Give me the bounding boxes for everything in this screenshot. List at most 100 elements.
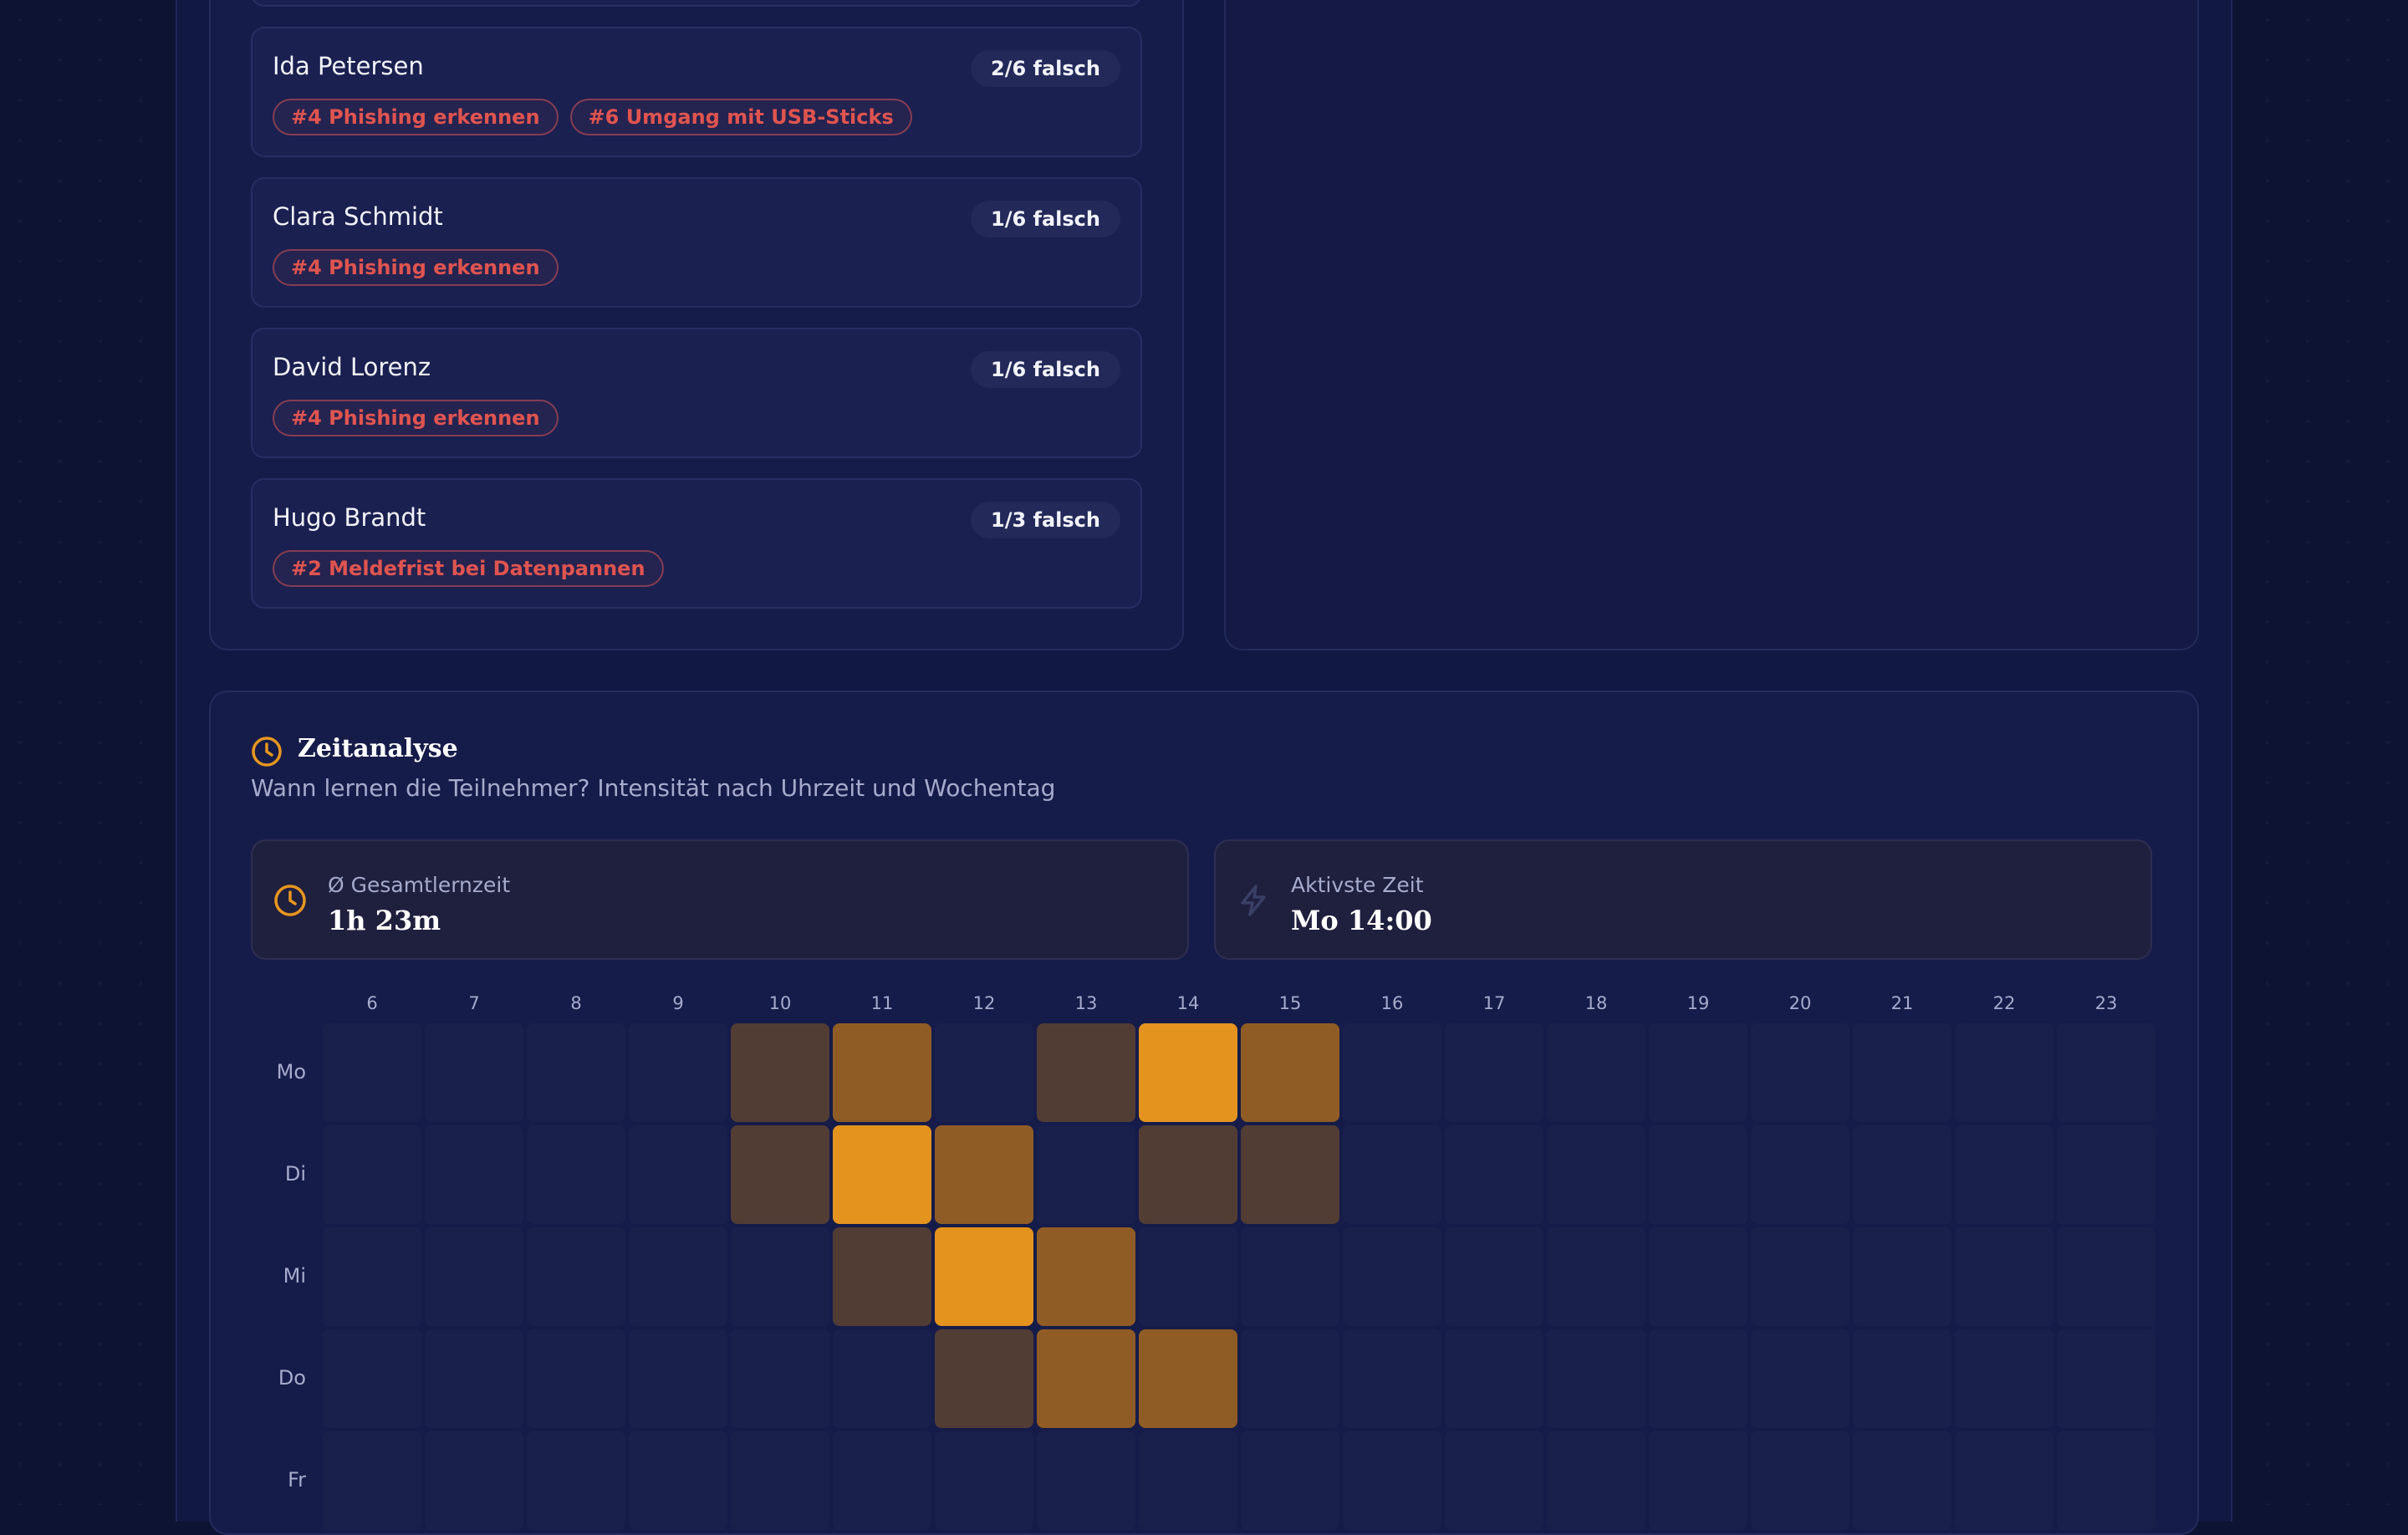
heatmap-cell[interactable] (1037, 1431, 1135, 1530)
heatmap-cell[interactable] (1547, 1431, 1645, 1530)
heatmap-cell[interactable] (1751, 1125, 1849, 1224)
heatmap-cell[interactable] (1751, 1023, 1849, 1122)
heatmap-cell[interactable] (1649, 1125, 1747, 1224)
heatmap-cell[interactable] (1547, 1023, 1645, 1122)
question-tag: #2 Meldefrist bei Datenpannen (273, 550, 664, 587)
clock-icon (274, 885, 306, 916)
heatmap-cell[interactable] (1853, 1431, 1951, 1530)
heatmap-cell[interactable] (1037, 1023, 1135, 1122)
heatmap-cell[interactable] (1241, 1329, 1339, 1428)
heatmap-cell[interactable] (425, 1227, 523, 1326)
heatmap-cell[interactable] (833, 1329, 931, 1428)
heatmap-cell[interactable] (1343, 1431, 1441, 1530)
heatmap-cell[interactable] (629, 1329, 727, 1428)
heatmap-cell[interactable] (1853, 1329, 1951, 1428)
heatmap-cell[interactable] (1547, 1125, 1645, 1224)
hour-label: 7 (468, 993, 480, 1013)
heatmap-cell[interactable] (1343, 1125, 1441, 1224)
heatmap-cell[interactable] (1649, 1227, 1747, 1326)
heatmap-cell[interactable] (1139, 1023, 1237, 1122)
heatmap-cell[interactable] (1445, 1227, 1543, 1326)
heatmap-cell[interactable] (1037, 1125, 1135, 1224)
question-tag: #4 Phishing erkennen (273, 249, 559, 286)
heatmap-cell[interactable] (1955, 1023, 2053, 1122)
heatmap-cell[interactable] (527, 1227, 625, 1326)
heatmap-cell[interactable] (323, 1329, 421, 1428)
heatmap-cell[interactable] (1445, 1125, 1543, 1224)
heatmap-cell[interactable] (1649, 1329, 1747, 1428)
heatmap-cell[interactable] (527, 1125, 625, 1224)
heatmap-cell[interactable] (2057, 1227, 2155, 1326)
heatmap-cell[interactable] (323, 1227, 421, 1326)
heatmap-cell[interactable] (1751, 1329, 1849, 1428)
heatmap-cell[interactable] (1853, 1125, 1951, 1224)
heatmap-cell[interactable] (1547, 1329, 1645, 1428)
heatmap-cell[interactable] (731, 1125, 829, 1224)
heatmap-cell[interactable] (833, 1227, 931, 1326)
heatmap-cell[interactable] (425, 1329, 523, 1428)
question-tag: #4 Phishing erkennen (273, 400, 559, 436)
heatmap-cell[interactable] (1445, 1329, 1543, 1428)
heatmap-cell[interactable] (731, 1227, 829, 1326)
heatmap-cell[interactable] (2057, 1431, 2155, 1530)
heatmap-cell[interactable] (323, 1431, 421, 1530)
heatmap-cell[interactable] (731, 1023, 829, 1122)
heatmap-cell[interactable] (1139, 1329, 1237, 1428)
heatmap-cell[interactable] (1241, 1125, 1339, 1224)
heatmap-cell[interactable] (1343, 1329, 1441, 1428)
hour-label: 10 (768, 993, 792, 1013)
heatmap-cell[interactable] (1241, 1023, 1339, 1122)
heatmap-cell[interactable] (629, 1431, 727, 1530)
heatmap-cell[interactable] (1751, 1227, 1849, 1326)
heatmap-cell[interactable] (1751, 1431, 1849, 1530)
heatmap-cell[interactable] (629, 1023, 727, 1122)
heatmap-cell[interactable] (1649, 1431, 1747, 1530)
heatmap-cell[interactable] (1241, 1227, 1339, 1326)
heatmap-cell[interactable] (527, 1431, 625, 1530)
heatmap-cell[interactable] (935, 1227, 1033, 1326)
heatmap-cell[interactable] (1139, 1431, 1237, 1530)
heatmap-cell[interactable] (1853, 1227, 1951, 1326)
heatmap-cell[interactable] (935, 1431, 1033, 1530)
heatmap-cell[interactable] (1547, 1227, 1645, 1326)
participant-name: Ida Petersen (273, 52, 424, 80)
hour-label: 14 (1176, 993, 1200, 1013)
heatmap-cell[interactable] (629, 1125, 727, 1224)
heatmap-cell[interactable] (1037, 1227, 1135, 1326)
heatmap-cell[interactable] (2057, 1329, 2155, 1428)
heatmap-cell[interactable] (833, 1431, 931, 1530)
heatmap-cell[interactable] (1037, 1329, 1135, 1428)
participant-card: Hugo Brandt 1/3 falsch #2 Meldefrist bei D… (251, 478, 1142, 609)
heatmap-cell[interactable] (1955, 1431, 2053, 1530)
heatmap-cell[interactable] (2057, 1023, 2155, 1122)
heatmap-cell[interactable] (1649, 1023, 1747, 1122)
heatmap-cell[interactable] (1853, 1023, 1951, 1122)
heatmap-cell[interactable] (833, 1125, 931, 1224)
heatmap-cell[interactable] (2057, 1125, 2155, 1224)
heatmap-cell[interactable] (1343, 1023, 1441, 1122)
heatmap-cell[interactable] (425, 1125, 523, 1224)
heatmap-cell[interactable] (833, 1023, 931, 1122)
heatmap-cell[interactable] (1241, 1431, 1339, 1530)
heatmap-cell[interactable] (425, 1431, 523, 1530)
heatmap-cell[interactable] (425, 1023, 523, 1122)
heatmap-cell[interactable] (527, 1329, 625, 1428)
heatmap-cell[interactable] (1445, 1023, 1543, 1122)
heatmap-cell[interactable] (527, 1023, 625, 1122)
heatmap-cell[interactable] (323, 1125, 421, 1224)
heatmap-cell[interactable] (323, 1023, 421, 1122)
heatmap-cell[interactable] (1139, 1227, 1237, 1326)
heatmap-cell[interactable] (1955, 1329, 2053, 1428)
day-label: Mo (276, 1060, 306, 1084)
heatmap-cell[interactable] (935, 1329, 1033, 1428)
heatmap-cell[interactable] (1955, 1125, 2053, 1224)
heatmap-cell[interactable] (731, 1329, 829, 1428)
heatmap-cell[interactable] (1139, 1125, 1237, 1224)
heatmap-cell[interactable] (1343, 1227, 1441, 1326)
heatmap-cell[interactable] (629, 1227, 727, 1326)
heatmap-cell[interactable] (731, 1431, 829, 1530)
heatmap-cell[interactable] (935, 1023, 1033, 1122)
heatmap-cell[interactable] (1445, 1431, 1543, 1530)
heatmap-cell[interactable] (935, 1125, 1033, 1224)
heatmap-cell[interactable] (1955, 1227, 2053, 1326)
